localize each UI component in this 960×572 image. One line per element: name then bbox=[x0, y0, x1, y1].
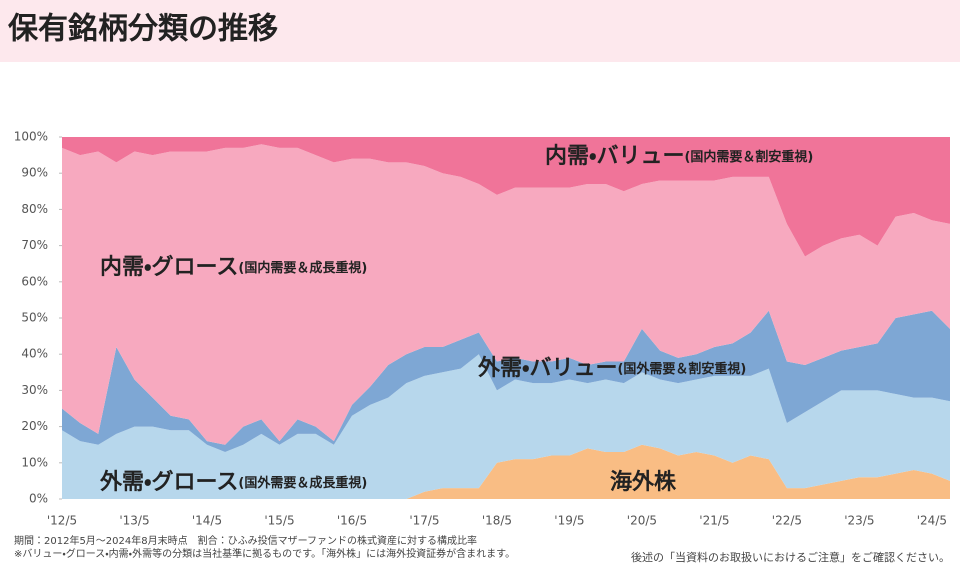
y-tick-label: 90% bbox=[21, 166, 48, 180]
footnote: 期間：2012年5月～2024年8月末時点 割合：ひふみ投信マザーファンドの株式… bbox=[14, 534, 477, 547]
x-tick-label: '17/5 bbox=[409, 514, 439, 528]
y-tick-label: 60% bbox=[21, 274, 48, 288]
x-tick-label: '16/5 bbox=[337, 514, 367, 528]
series-label: 外需・グロース(国外需要＆成長重視) bbox=[99, 469, 367, 495]
x-tick-label: '20/5 bbox=[627, 514, 657, 528]
header-band bbox=[0, 0, 960, 62]
y-tick-label: 70% bbox=[21, 238, 48, 252]
y-tick-label: 10% bbox=[21, 455, 48, 469]
x-tick-label: '21/5 bbox=[699, 514, 729, 528]
series-note: (国外需要＆割安重視) bbox=[617, 361, 746, 377]
area bbox=[62, 137, 950, 257]
series-name: 外需・バリュー bbox=[477, 355, 617, 381]
x-tick-label: '13/5 bbox=[119, 514, 149, 528]
y-tick-label: 30% bbox=[21, 383, 48, 397]
x-tick-label: '24/5 bbox=[917, 514, 947, 528]
series-name: 海外株 bbox=[610, 469, 677, 495]
series-note: (国外需要＆成長重視) bbox=[238, 475, 367, 491]
y-tick-label: 100% bbox=[14, 130, 48, 144]
x-tick-label: '18/5 bbox=[482, 514, 512, 528]
footnote: ※バリュー・グロース・内需・外需等の分類は当社基準に拠るものです。「海外株」には… bbox=[14, 547, 515, 560]
series-note: (国内需要＆割安重視) bbox=[684, 149, 813, 165]
series-name: 内需・バリュー bbox=[545, 144, 684, 169]
plot bbox=[62, 137, 950, 499]
series-name: 外需・グロース bbox=[99, 469, 238, 495]
x-tick-label: '15/5 bbox=[264, 514, 294, 528]
y-tick-label: 40% bbox=[21, 347, 48, 361]
x-tick-label: '12/5 bbox=[47, 514, 77, 528]
area bbox=[62, 444, 950, 499]
area bbox=[62, 354, 950, 499]
y-tick-label: 80% bbox=[21, 202, 48, 216]
series-label: 内需・グロース(国内需要＆成長重視) bbox=[100, 254, 367, 280]
series-label: 海外株 bbox=[610, 469, 677, 495]
x-tick-label: '22/5 bbox=[772, 514, 802, 528]
x-tick-label: '14/5 bbox=[192, 514, 222, 528]
series-note: (国内需要＆成長重視) bbox=[238, 260, 367, 276]
disclaimer: 後述の「当資料のお取扱いにおけるご注意」をご確認ください。 bbox=[631, 550, 950, 564]
x-tick-label: '23/5 bbox=[844, 514, 874, 528]
series-label: 内需・バリュー(国内需要＆割安重視) bbox=[545, 144, 813, 169]
y-tick-label: 0% bbox=[29, 492, 48, 506]
chart-title: 保有銘柄分類の推移 bbox=[8, 12, 278, 47]
x-tick-label: '19/5 bbox=[554, 514, 584, 528]
area bbox=[62, 144, 950, 445]
series-name: 内需・グロース bbox=[100, 254, 238, 280]
series-label: 外需・バリュー(国外需要＆割安重視) bbox=[477, 355, 746, 381]
y-tick-label: 50% bbox=[21, 311, 48, 325]
y-tick-label: 20% bbox=[21, 419, 48, 433]
area bbox=[62, 310, 950, 452]
